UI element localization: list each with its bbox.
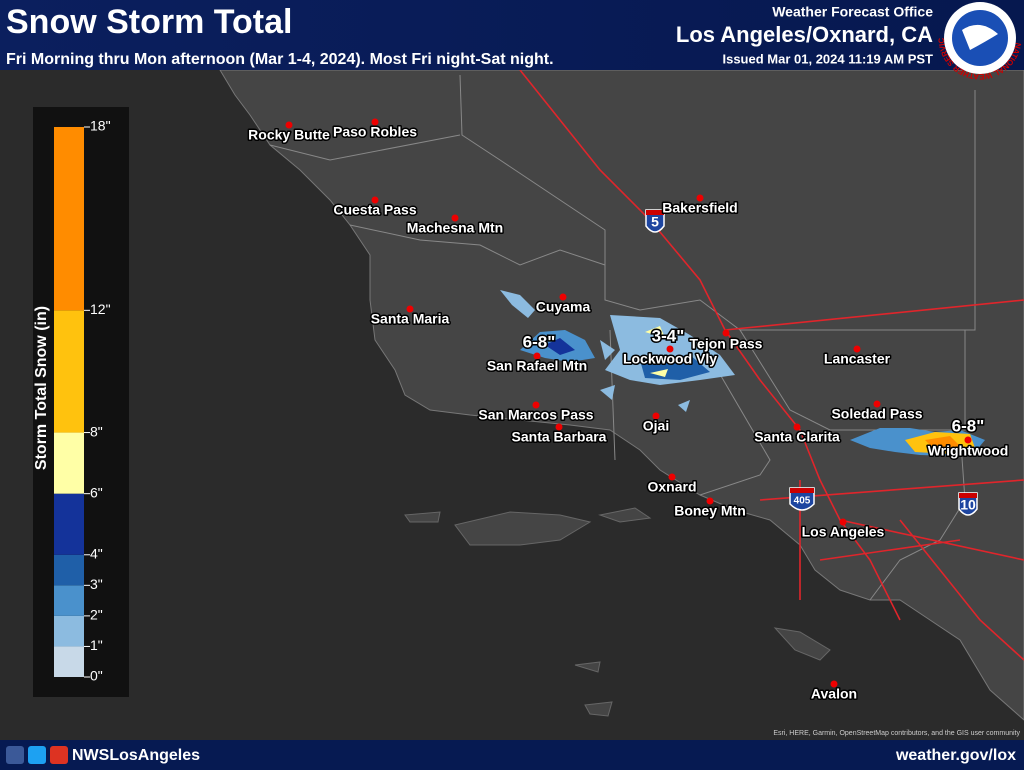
legend-swatch <box>54 646 84 677</box>
shield-number: 10 <box>960 497 976 513</box>
place-label: Soledad Pass <box>831 406 922 422</box>
interstate-shield <box>645 209 665 233</box>
office-label: Weather Forecast Office <box>772 4 933 20</box>
place-dot <box>406 305 414 313</box>
legend-swatch <box>54 127 84 311</box>
legend-swatch <box>54 432 84 494</box>
snow-amount: 6-8" <box>523 332 556 351</box>
place-dot <box>873 400 881 408</box>
social-handle[interactable]: NWSLosAngeles <box>72 747 200 764</box>
place-label: Santa Clarita <box>754 429 840 445</box>
place-dot <box>839 518 847 526</box>
legend-scale: 0" 1" 2" 3" 4" 6" 8" 12" 18" <box>54 118 111 684</box>
legend-tick-label: 8" <box>90 423 103 439</box>
place-dot <box>371 196 379 204</box>
legend-tick-label: 2" <box>90 607 103 623</box>
place-dot <box>696 194 704 202</box>
place-dot <box>964 436 972 444</box>
place-dot <box>555 423 563 431</box>
snow-amount: 3-4" <box>652 326 685 345</box>
place-dot <box>533 352 541 360</box>
legend-tick-label: 6" <box>90 484 103 500</box>
place-label: San Rafael Mtn <box>487 358 587 374</box>
issued: Issued Mar 01, 2024 11:19 AM PST <box>722 51 933 66</box>
place-label: Santa Maria <box>371 311 450 327</box>
legend-swatch <box>54 493 84 555</box>
shield-number: 5 <box>651 214 659 230</box>
place-label: San Marcos Pass <box>478 407 593 423</box>
place-dot <box>451 214 459 222</box>
snow-amount: 6-8" <box>952 416 985 435</box>
place-label: Boney Mtn <box>674 503 746 519</box>
interstate-shield <box>789 487 815 511</box>
place-label: Bakersfield <box>662 200 737 216</box>
highways <box>519 69 1024 661</box>
place-dot <box>722 329 730 337</box>
shield-number: 405 <box>794 496 811 507</box>
places: 5 405 10 Rocky Butte Paso Robles Cuesta Pass M… <box>247 118 1010 703</box>
place-dot <box>668 473 676 481</box>
legend-swatch <box>54 310 84 433</box>
interstate-shield <box>958 492 978 516</box>
legend-swatch <box>54 554 84 586</box>
place-dot <box>830 680 838 688</box>
footer-bar <box>0 740 1024 770</box>
legend-swatch <box>54 615 84 647</box>
credits: Esri, HERE, Garmin, OpenStreetMap contri… <box>773 730 1020 737</box>
place-label: Lancaster <box>824 351 891 367</box>
place-dot <box>652 412 660 420</box>
header-bar <box>0 0 1024 70</box>
place-label: Ojai <box>643 418 669 434</box>
legend-title: Storm Total Snow (in) <box>33 306 50 470</box>
place-label: Lockwood Vly <box>623 351 717 367</box>
islands <box>404 507 831 717</box>
place-label: Cuesta Pass <box>333 202 416 218</box>
subtitle: Fri Morning thru Mon afternoon (Mar 1-4,… <box>6 51 554 68</box>
title: Snow Storm Total <box>6 3 292 41</box>
shield-top <box>959 493 977 498</box>
legend-swatch <box>54 585 84 616</box>
place-dot <box>285 121 293 129</box>
shield-top <box>646 210 664 215</box>
place-dot <box>532 401 540 409</box>
place-label: Cuyama <box>536 299 591 315</box>
legend-tick-label: 1" <box>90 637 103 653</box>
place-label: Machesna Mtn <box>407 220 503 236</box>
place-dot <box>706 497 714 505</box>
place-label: Wrightwood <box>928 443 1009 459</box>
social-icons <box>6 746 68 764</box>
place-dot <box>666 345 674 353</box>
legend-tick-label: 12" <box>90 301 111 317</box>
place-dot <box>371 118 379 126</box>
place-label: Oxnard <box>647 479 696 495</box>
land <box>219 69 1024 721</box>
place-label: Avalon <box>811 686 857 702</box>
place-dot <box>853 345 861 353</box>
place-label: Santa Barbara <box>512 429 607 445</box>
website[interactable]: weather.gov/lox <box>895 747 1016 764</box>
office-name: Los Angeles/Oxnard, CA <box>676 22 933 47</box>
place-label: Los Angeles <box>802 524 885 540</box>
legend-tick-label: 3" <box>90 576 103 592</box>
place-dot <box>559 293 567 301</box>
place-label: Paso Robles <box>333 124 417 140</box>
place-label: Tejon Pass <box>690 336 763 352</box>
legend-tick-label: 0" <box>90 668 103 684</box>
legend-tick-label: 18" <box>90 118 111 134</box>
place-dot <box>793 423 801 431</box>
place-label: Rocky Butte <box>248 127 330 143</box>
legend-tick-label: 4" <box>90 545 103 561</box>
shield-top <box>790 488 814 493</box>
